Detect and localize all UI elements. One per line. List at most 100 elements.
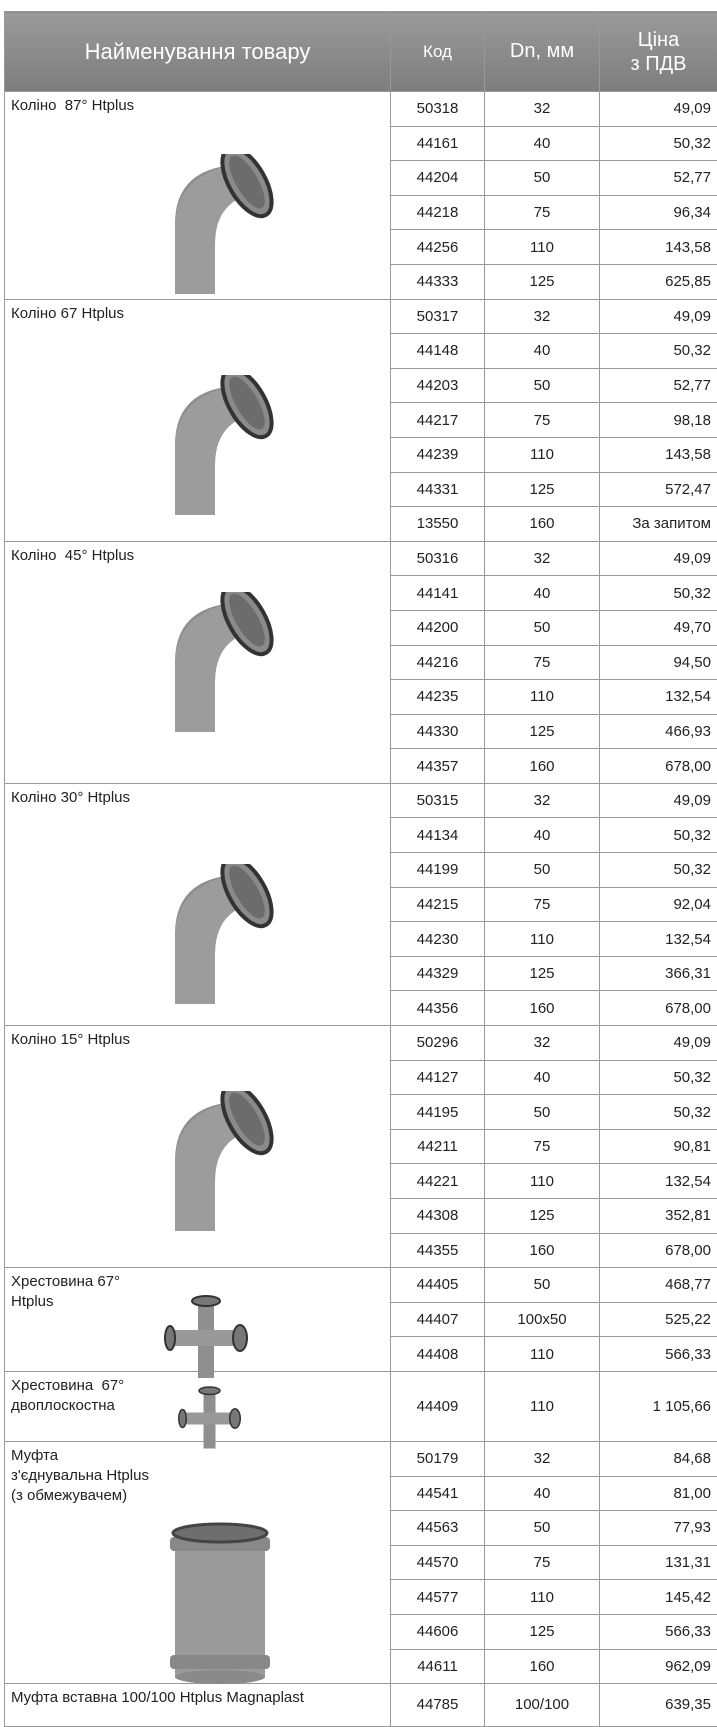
code-cell: 50318 xyxy=(391,92,485,127)
code-cell: 44356 xyxy=(391,991,485,1026)
code-cell: 44161 xyxy=(391,126,485,161)
dn-cell: 40 xyxy=(485,126,600,161)
dn-cell: 125 xyxy=(485,1199,600,1234)
code-cell: 44230 xyxy=(391,922,485,957)
price-cell: 77,93 xyxy=(600,1511,717,1546)
product-name: Коліно 45° Htplus xyxy=(11,546,384,566)
price-cell: 49,09 xyxy=(600,1026,717,1061)
price-cell: 50,32 xyxy=(600,576,717,611)
code-cell: 44148 xyxy=(391,334,485,369)
name-cell: Муфта вставна 100/100 Htplus Magnaplast xyxy=(5,1684,391,1727)
header-text: з ПДВ xyxy=(631,53,687,75)
dn-cell: 50 xyxy=(485,1095,600,1130)
product-image xyxy=(160,1292,250,1382)
dn-cell: 32 xyxy=(485,541,600,576)
dn-cell: 40 xyxy=(485,818,600,853)
price-cell: 49,09 xyxy=(600,783,717,818)
dn-cell: 75 xyxy=(485,403,600,438)
price-cell: 50,32 xyxy=(600,334,717,369)
price-cell: 50,32 xyxy=(600,853,717,888)
price-cell: 572,47 xyxy=(600,472,717,507)
price-cell: 678,00 xyxy=(600,749,717,784)
price-cell: 131,31 xyxy=(600,1545,717,1580)
dn-cell: 75 xyxy=(485,1129,600,1164)
dn-cell: 125 xyxy=(485,1614,600,1649)
code-cell: 44577 xyxy=(391,1580,485,1615)
dn-cell: 125 xyxy=(485,472,600,507)
price-cell: 52,77 xyxy=(600,368,717,403)
code-cell: 44221 xyxy=(391,1164,485,1199)
dn-cell: 110 xyxy=(485,680,600,715)
dn-cell: 75 xyxy=(485,195,600,230)
product-name: Хрестовина 67° двоплоскостна xyxy=(11,1376,151,1416)
code-cell: 44333 xyxy=(391,264,485,299)
dn-cell: 125 xyxy=(485,264,600,299)
code-cell: 44331 xyxy=(391,472,485,507)
dn-cell: 40 xyxy=(485,1476,600,1511)
code-cell: 44785 xyxy=(391,1684,485,1727)
product-name: Хрестовина 67° Htplus xyxy=(11,1272,151,1312)
code-cell: 50315 xyxy=(391,783,485,818)
product-image xyxy=(155,154,285,304)
price-cell: 639,35 xyxy=(600,1684,717,1727)
dn-cell: 110 xyxy=(485,1337,600,1372)
product-image xyxy=(160,1517,280,1687)
price-cell: 84,68 xyxy=(600,1441,717,1476)
price-cell: 366,31 xyxy=(600,956,717,991)
price-cell: 566,33 xyxy=(600,1337,717,1372)
code-cell: 44256 xyxy=(391,230,485,265)
code-cell: 44204 xyxy=(391,161,485,196)
name-cell: Хрестовина 67° Htplus xyxy=(5,1268,391,1372)
header-cell: Найменування товару xyxy=(5,12,391,92)
product-image xyxy=(155,592,285,742)
code-cell: 44217 xyxy=(391,403,485,438)
price-cell: За запитом xyxy=(600,507,717,542)
dn-cell: 75 xyxy=(485,1545,600,1580)
price-cell: 143,58 xyxy=(600,230,717,265)
dn-cell: 50 xyxy=(485,1268,600,1303)
price-cell: 352,81 xyxy=(600,1199,717,1234)
price-cell: 50,32 xyxy=(600,818,717,853)
price-cell: 145,42 xyxy=(600,1580,717,1615)
dn-cell: 32 xyxy=(485,1026,600,1061)
code-cell: 44606 xyxy=(391,1614,485,1649)
price-cell: 566,33 xyxy=(600,1614,717,1649)
product-image xyxy=(155,375,285,525)
code-cell: 44239 xyxy=(391,437,485,472)
price-cell: 143,58 xyxy=(600,437,717,472)
dn-cell: 50 xyxy=(485,610,600,645)
name-cell: Хрестовина 67° двоплоскостна xyxy=(5,1371,391,1441)
price-cell: 49,70 xyxy=(600,610,717,645)
product-name: Коліно 87° Htplus xyxy=(11,96,384,116)
dn-cell: 110 xyxy=(485,437,600,472)
dn-cell: 160 xyxy=(485,507,600,542)
name-cell: Коліно 15° Htplus xyxy=(5,1026,391,1268)
product-name: Муфта з'єднувальна Htplus (з обмежувачем… xyxy=(11,1446,151,1506)
code-cell: 44329 xyxy=(391,956,485,991)
dn-cell: 160 xyxy=(485,1233,600,1268)
price-cell: 50,32 xyxy=(600,1060,717,1095)
price-cell: 52,77 xyxy=(600,161,717,196)
price-cell: 92,04 xyxy=(600,887,717,922)
dn-cell: 50 xyxy=(485,1511,600,1546)
name-cell: Коліно 67 Htplus xyxy=(5,299,391,541)
dn-cell: 32 xyxy=(485,92,600,127)
code-cell: 44195 xyxy=(391,1095,485,1130)
product-name: Коліно 15° Htplus xyxy=(11,1030,384,1050)
dn-cell: 110 xyxy=(485,230,600,265)
price-cell: 466,93 xyxy=(600,714,717,749)
code-cell: 44218 xyxy=(391,195,485,230)
price-cell: 962,09 xyxy=(600,1649,717,1684)
price-cell: 49,09 xyxy=(600,299,717,334)
product-name: Коліно 67 Htplus xyxy=(11,304,384,324)
header-cell: Код xyxy=(391,12,485,92)
code-cell: 44203 xyxy=(391,368,485,403)
price-cell: 468,77 xyxy=(600,1268,717,1303)
code-cell: 44308 xyxy=(391,1199,485,1234)
price-cell: 49,09 xyxy=(600,541,717,576)
dn-cell: 32 xyxy=(485,1441,600,1476)
dn-cell: 40 xyxy=(485,576,600,611)
